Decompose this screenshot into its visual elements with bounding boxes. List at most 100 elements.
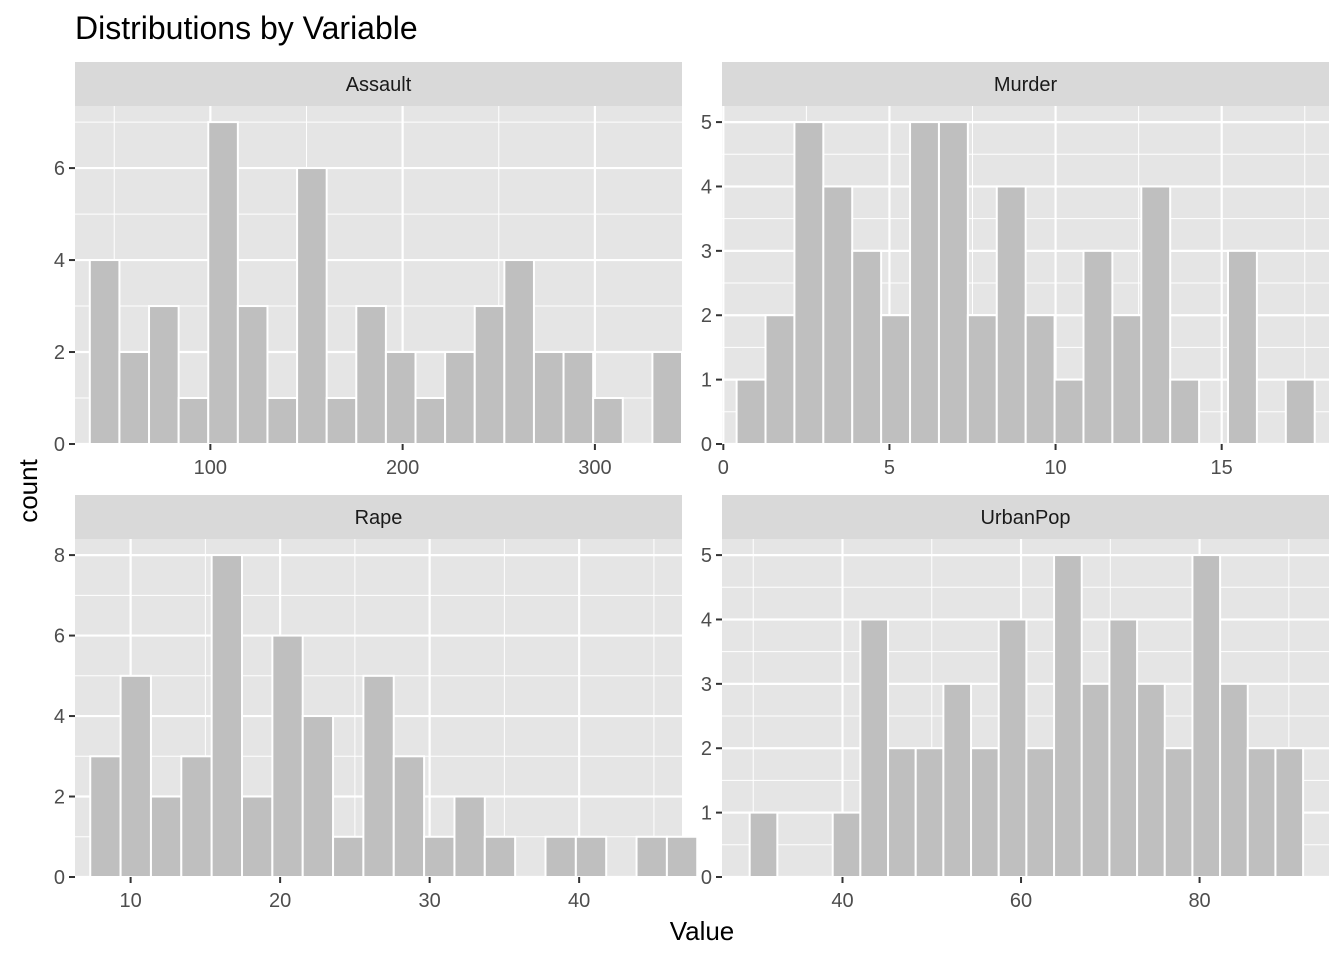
histogram-bar — [970, 747, 1000, 878]
y-tick-label: 8 — [54, 545, 65, 567]
histogram-bar — [355, 305, 387, 445]
y-tick-label: 0 — [54, 867, 65, 889]
histogram-bar — [88, 259, 121, 445]
histogram-bar — [301, 715, 335, 878]
y-tick-label: 2 — [54, 787, 65, 809]
histogram-bar — [1169, 378, 1201, 445]
x-tick-label: 40 — [831, 890, 853, 912]
histogram-bar — [1284, 378, 1316, 445]
chart-title: Distributions by Variable — [75, 10, 418, 46]
histogram-bar — [296, 167, 328, 445]
x-tick-label: 60 — [1010, 890, 1032, 912]
facet-strip-label: UrbanPop — [980, 507, 1070, 529]
x-tick-label: 10 — [1044, 457, 1066, 479]
histogram-bar — [764, 314, 796, 445]
histogram-bar — [822, 185, 854, 445]
histogram-bar — [503, 259, 535, 445]
histogram-bar — [592, 397, 624, 446]
histogram-bar — [880, 314, 912, 445]
y-tick-label: 5 — [701, 545, 712, 567]
histogram-bar — [793, 121, 825, 445]
histogram-bar — [1140, 185, 1172, 445]
x-tick-label: 40 — [568, 890, 590, 912]
y-tick-label: 2 — [54, 342, 65, 364]
histogram-bar — [532, 351, 565, 446]
x-tick-label: 80 — [1188, 890, 1210, 912]
facet-panel-rape: Rape 0 2 4 6 8 10 20 30 40 — [54, 495, 699, 912]
histogram-bar — [414, 397, 447, 446]
histogram-bar — [384, 351, 417, 446]
y-tick-label: 2 — [701, 305, 712, 327]
y-tick-label: 5 — [701, 112, 712, 134]
histogram-bar — [89, 755, 122, 878]
y-tick-label: 4 — [701, 176, 712, 198]
histogram-bar — [1111, 314, 1143, 445]
histogram-bar — [177, 397, 210, 446]
histogram-bar — [473, 305, 506, 445]
facet-strip-assault — [75, 62, 682, 106]
histogram-bar — [1024, 314, 1056, 445]
histogram-bar — [1191, 554, 1222, 878]
histogram-bar — [651, 351, 684, 446]
histogram-bar — [1226, 249, 1258, 445]
histogram-bar — [148, 305, 180, 445]
histogram-bar — [887, 747, 917, 878]
histogram-bar — [544, 835, 577, 878]
y-axis-label: count — [13, 458, 43, 522]
facet-strip-label: Assault — [346, 74, 412, 96]
histogram-bar — [1080, 682, 1111, 878]
histogram-bar — [180, 755, 213, 878]
histogram-bar — [1108, 618, 1139, 878]
histogram-bar — [635, 835, 668, 878]
histogram-bar — [1274, 747, 1305, 878]
y-tick-label: 4 — [54, 706, 65, 728]
histogram-bar — [271, 634, 304, 878]
histogram-bar — [1082, 249, 1114, 445]
y-tick-label: 0 — [701, 867, 712, 889]
facet-panel-urbanpop: UrbanPop 0 1 2 3 4 5 40 60 80 — [701, 495, 1329, 912]
facet-strip-rape — [75, 495, 682, 539]
histogram-bar — [453, 795, 486, 878]
y-tick-label: 3 — [701, 674, 712, 696]
x-tick-label: 15 — [1211, 457, 1233, 479]
histogram-bar — [995, 185, 1027, 445]
x-tick-label: 200 — [386, 457, 419, 479]
histogram-bar — [1136, 682, 1166, 878]
x-tick-label: 300 — [578, 457, 611, 479]
facet-strip-murder — [722, 62, 1329, 106]
histogram-bar — [859, 618, 890, 878]
histogram-bar — [665, 835, 699, 878]
histogram-bar — [444, 351, 476, 446]
y-tick-label: 6 — [54, 626, 65, 648]
histogram-bar — [831, 811, 862, 878]
histogram-bar — [1025, 747, 1056, 878]
histogram-bar — [1219, 682, 1249, 878]
x-tick-label: 10 — [119, 890, 141, 912]
histogram-bar — [325, 397, 358, 446]
facet-panel-murder: Murder 0 1 2 3 4 5 0 5 10 15 — [701, 62, 1329, 479]
y-tick-label: 0 — [54, 434, 65, 456]
histogram-bar — [332, 835, 365, 878]
facet-strip-urbanpop — [722, 495, 1329, 539]
histogram-bar — [119, 674, 152, 878]
facet-strip-label: Rape — [355, 507, 403, 529]
histogram-bar — [909, 121, 940, 445]
histogram-bar — [966, 314, 998, 445]
x-tick-label: 0 — [718, 457, 729, 479]
histogram-bar — [1053, 554, 1083, 878]
y-tick-label: 0 — [701, 434, 712, 456]
histogram-bar — [118, 351, 151, 446]
histogram-bar — [210, 554, 243, 878]
histogram-bar — [236, 305, 269, 445]
y-tick-label: 1 — [701, 803, 712, 825]
y-tick-label: 6 — [54, 158, 65, 180]
histogram-bar — [149, 795, 183, 878]
histogram-bar — [423, 835, 456, 878]
histogram-bar — [851, 249, 883, 445]
histogram-bar — [392, 755, 426, 878]
histogram-bar — [1246, 747, 1277, 878]
x-tick-label: 20 — [269, 890, 291, 912]
x-tick-label: 5 — [884, 457, 895, 479]
